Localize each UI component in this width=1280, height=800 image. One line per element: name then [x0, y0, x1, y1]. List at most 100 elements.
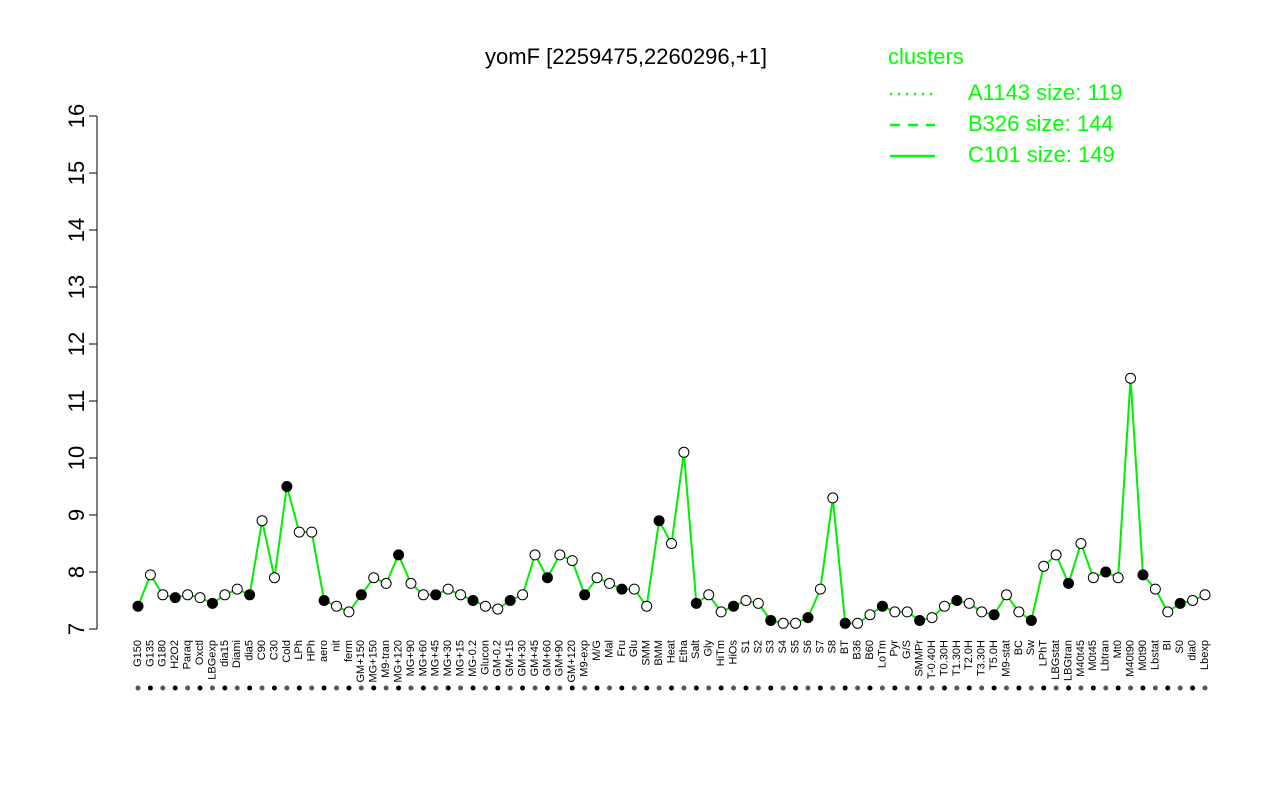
category-marker	[606, 685, 612, 691]
data-point	[467, 595, 479, 606]
data-point	[814, 583, 826, 595]
x-tick-label: T1.30H	[951, 640, 963, 676]
category-marker	[507, 685, 513, 691]
data-point	[132, 600, 144, 612]
data-point	[219, 589, 231, 601]
x-tick-label: MG+150	[368, 640, 380, 683]
data-point	[368, 572, 380, 584]
data-point	[393, 549, 405, 561]
x-tick-label: aero	[318, 640, 330, 662]
data-point	[244, 589, 256, 601]
data-point	[728, 600, 740, 612]
category-marker	[1066, 685, 1072, 691]
data-point	[914, 614, 926, 626]
x-tick-label: S2	[752, 640, 764, 653]
category-marker	[904, 685, 910, 691]
data-point	[1174, 597, 1186, 609]
y-tick-label: 7	[64, 623, 89, 635]
x-tick-label: GM+120	[566, 640, 578, 683]
data-point	[1000, 589, 1012, 601]
data-point	[1112, 572, 1124, 584]
legend-label: A1143 size: 119	[968, 80, 1123, 105]
x-tick-label: G135	[144, 640, 156, 667]
x-tick-label: S6	[802, 640, 814, 653]
category-marker	[160, 685, 166, 691]
category-marker	[656, 685, 662, 691]
x-tick-label: MG+90	[405, 640, 417, 676]
x-tick-label: Cold	[281, 640, 293, 663]
x-tick-label: MG+30	[442, 640, 454, 676]
data-point	[852, 617, 864, 629]
x-tick-label: M40t90	[1124, 640, 1136, 677]
y-tick-label: 10	[64, 446, 89, 470]
category-marker	[1177, 685, 1183, 691]
data-point	[988, 609, 1000, 621]
category-marker	[408, 685, 414, 691]
data-point	[331, 600, 343, 612]
x-tick-label: BC	[1013, 640, 1025, 655]
data-point	[752, 597, 764, 609]
x-tick-label: S3	[765, 640, 777, 653]
x-tick-label: M/G	[591, 640, 603, 661]
x-tick-label: G150	[132, 640, 144, 667]
data-point	[963, 597, 975, 609]
category-marker	[1016, 685, 1022, 691]
y-tick-label: 12	[64, 332, 89, 356]
data-point	[566, 555, 578, 567]
x-tick-label: BMM	[653, 640, 665, 666]
x-tick-label: BI	[1162, 640, 1174, 650]
x-tick-label: MG+45	[430, 640, 442, 676]
category-marker	[1115, 685, 1121, 691]
category-marker	[780, 685, 786, 691]
data-point	[802, 612, 814, 624]
x-tick-label: dia15	[219, 640, 231, 667]
x-tick-label: M9-exp	[579, 640, 591, 677]
data-point	[479, 600, 491, 612]
category-marker	[532, 685, 538, 691]
data-point	[455, 589, 467, 601]
data-point	[1013, 606, 1025, 618]
data-point	[1162, 606, 1174, 618]
data-point	[256, 515, 268, 527]
x-tick-label: LBGstat	[1050, 640, 1062, 680]
data-point	[641, 600, 653, 612]
x-tick-label: S4	[777, 640, 789, 653]
data-point	[144, 569, 156, 581]
legend-title: clusters	[888, 44, 964, 69]
data-point	[666, 538, 677, 549]
data-point	[1025, 614, 1037, 626]
data-point	[492, 603, 504, 615]
category-marker	[259, 685, 265, 691]
x-tick-label: M9-tran	[380, 640, 392, 678]
x-tick-label: G/S	[901, 640, 913, 659]
data-point	[157, 589, 169, 601]
legend-label: B326 size: 144	[968, 111, 1114, 136]
category-marker	[383, 685, 389, 691]
x-tick-label: LPh	[293, 640, 305, 660]
category-marker	[1202, 685, 1208, 691]
data-point	[1199, 589, 1211, 601]
category-marker	[433, 685, 439, 691]
category-marker	[941, 685, 947, 691]
category-marker	[954, 685, 960, 691]
data-point	[653, 515, 665, 527]
x-tick-label: HiTm	[715, 640, 727, 666]
data-point	[1137, 569, 1149, 581]
x-tick-label: Mt0	[1112, 640, 1124, 658]
data-point	[901, 606, 913, 618]
category-marker	[470, 685, 476, 691]
data-point	[529, 549, 541, 561]
y-tick-label: 11	[64, 390, 89, 413]
category-marker	[1078, 685, 1084, 691]
x-tick-label: HiOs	[727, 640, 739, 665]
data-point	[839, 617, 851, 629]
category-marker	[855, 685, 861, 691]
data-point	[951, 595, 963, 606]
category-marker	[569, 685, 575, 691]
data-point	[740, 595, 752, 606]
x-tick-label: GM+60	[541, 640, 553, 676]
x-tick-label: B36	[852, 640, 864, 660]
x-tick-label: T3.30H	[976, 640, 988, 676]
category-marker	[271, 685, 277, 691]
